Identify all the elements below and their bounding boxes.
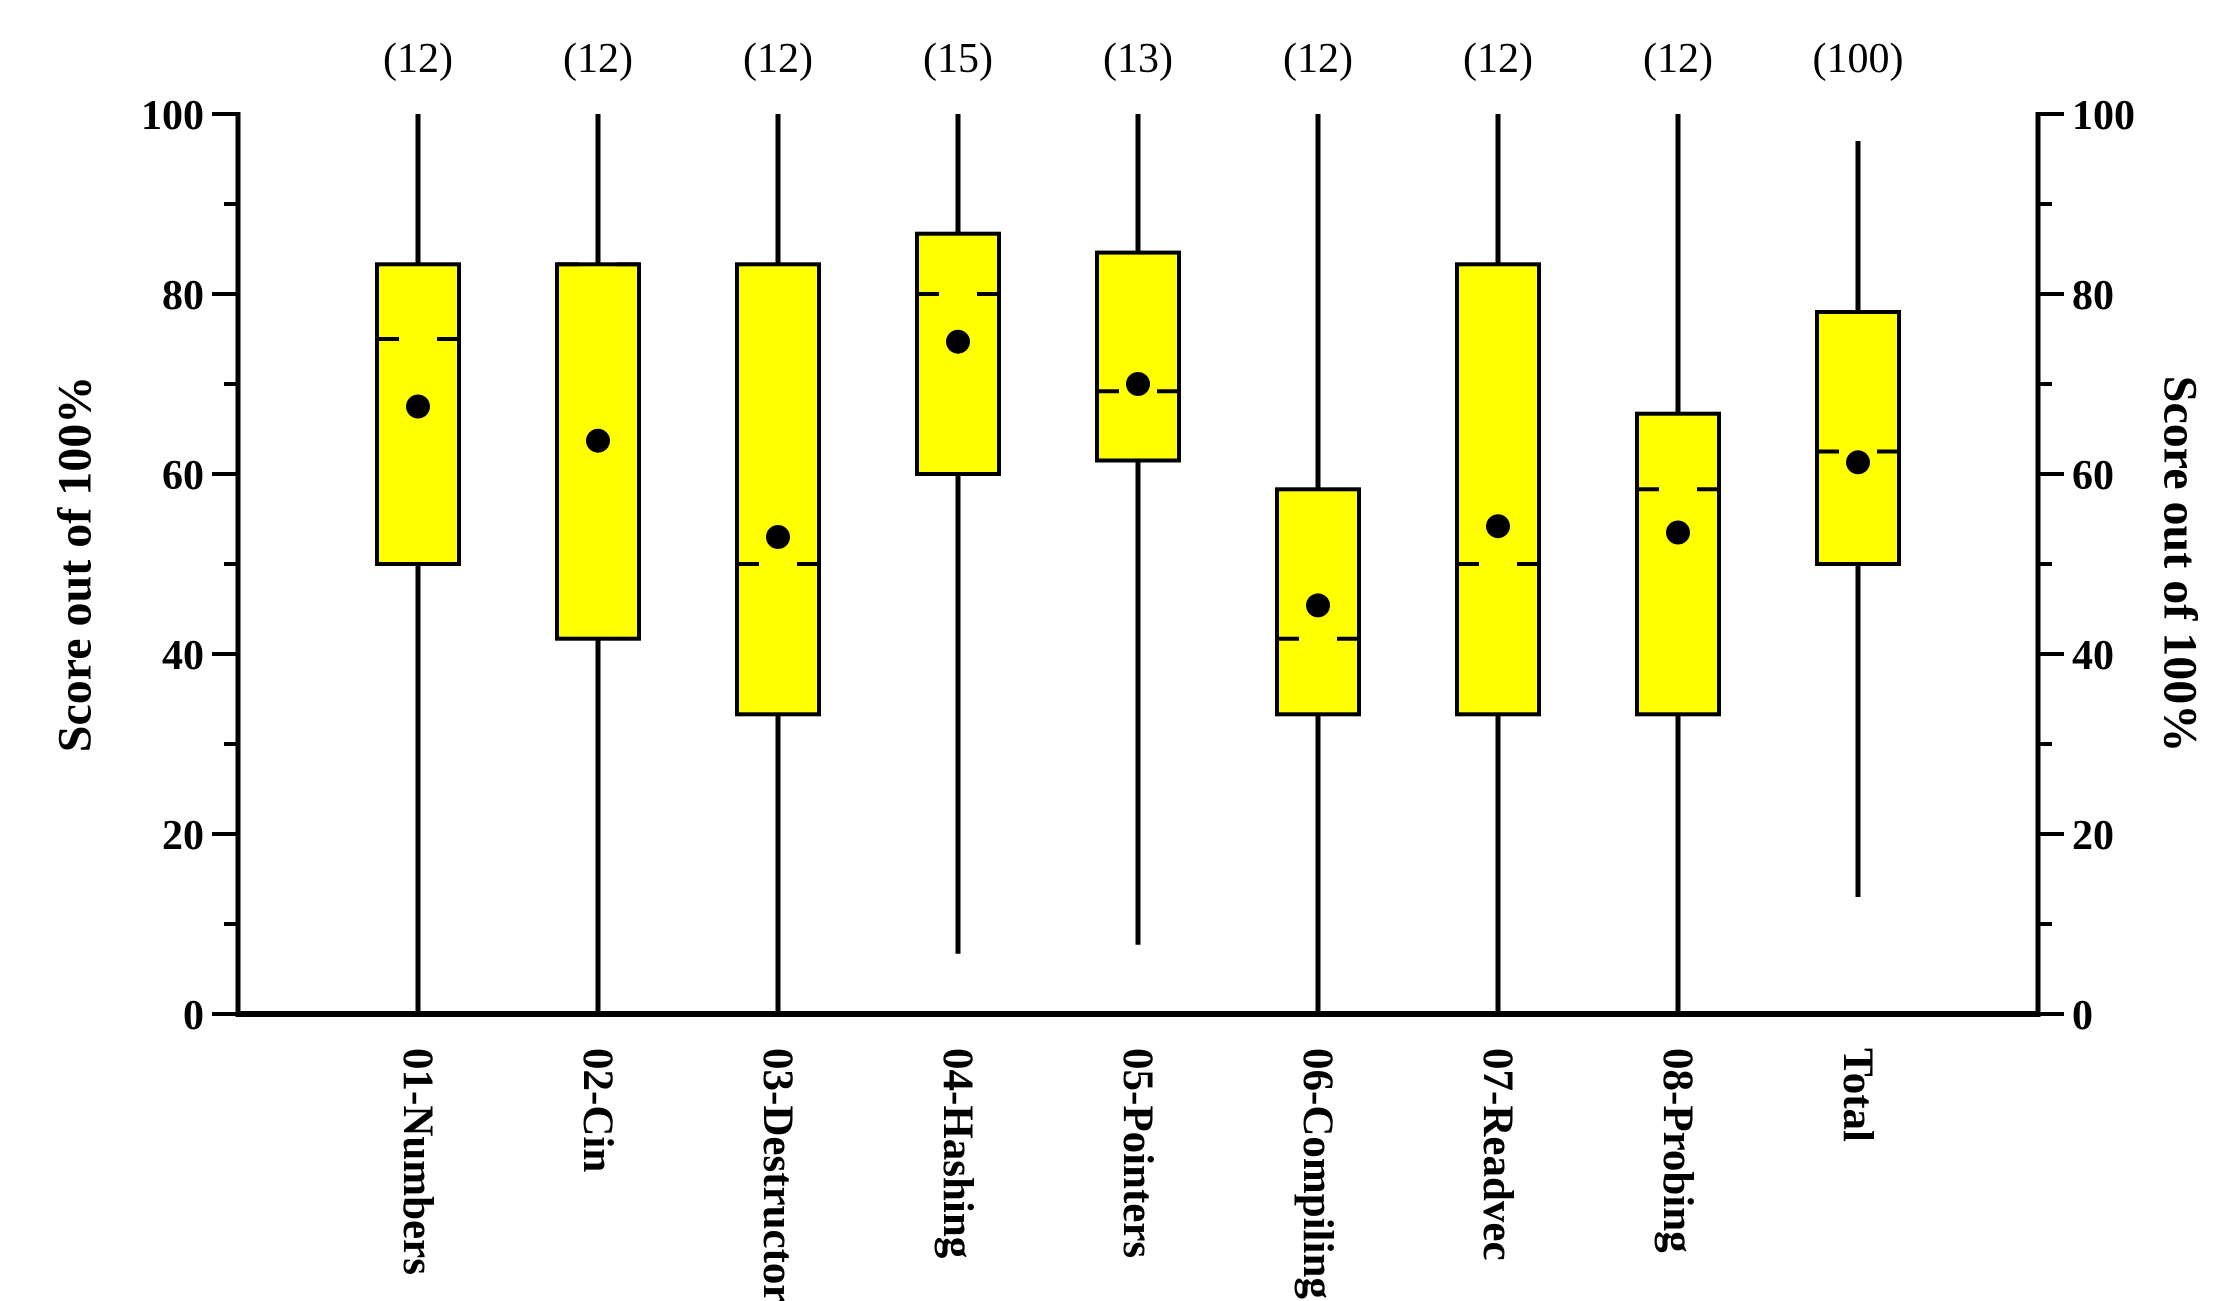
mean-dot bbox=[1846, 450, 1870, 475]
x-category-label: Total bbox=[1834, 1048, 1881, 1142]
count-label: (15) bbox=[923, 36, 993, 82]
x-category-label: 02-Cin bbox=[574, 1048, 621, 1172]
count-label: (12) bbox=[743, 36, 813, 82]
y-tick-label-left: 80 bbox=[162, 273, 204, 319]
x-category-label: 05-Pointers bbox=[1114, 1048, 1161, 1258]
box bbox=[1635, 411, 1721, 717]
x-category-label: 06-Compiling bbox=[1294, 1048, 1341, 1299]
count-label: (12) bbox=[563, 36, 633, 82]
box bbox=[1455, 262, 1541, 717]
mean-dot bbox=[406, 394, 430, 419]
y-tick-label-right: 0 bbox=[2072, 993, 2093, 1039]
y-tick-label-left: 40 bbox=[162, 633, 204, 679]
x-category-label: 07-Readvec bbox=[1474, 1048, 1521, 1261]
y-tick-label-right: 60 bbox=[2072, 453, 2114, 499]
y-tick-label-right: 40 bbox=[2072, 633, 2114, 679]
mean-dot bbox=[946, 329, 970, 354]
mean-dot bbox=[1126, 372, 1150, 396]
mean-dot bbox=[1666, 520, 1690, 545]
count-label: (100) bbox=[1813, 36, 1904, 82]
x-category-label: 03-Destructor bbox=[754, 1048, 801, 1301]
y-tick-label-right: 20 bbox=[2072, 813, 2114, 859]
y-tick-label-left: 60 bbox=[162, 453, 204, 499]
y-axis-title-right: Score out of 100% bbox=[2153, 375, 2207, 753]
y-axis-title-left: Score out of 100% bbox=[48, 375, 102, 753]
mean-dot bbox=[1306, 593, 1330, 618]
mean-dot bbox=[766, 525, 790, 549]
mean-dot bbox=[586, 428, 610, 453]
box bbox=[1815, 310, 1901, 566]
box bbox=[1095, 250, 1181, 463]
x-category-label: 08-Probing bbox=[1654, 1048, 1701, 1253]
mean-dot bbox=[1486, 514, 1510, 539]
box bbox=[735, 262, 821, 717]
count-label: (13) bbox=[1103, 36, 1173, 82]
y-tick-label-left: 100 bbox=[141, 93, 204, 139]
y-tick-label-left: 0 bbox=[183, 993, 204, 1039]
x-category-label: 04-Hashing bbox=[934, 1048, 981, 1259]
count-label: (12) bbox=[1643, 36, 1713, 82]
x-category-label: 01-Numbers bbox=[394, 1048, 441, 1275]
box bbox=[915, 231, 1001, 476]
y-tick-label-right: 80 bbox=[2072, 273, 2114, 319]
count-label: (12) bbox=[383, 36, 453, 82]
y-tick-label-right: 100 bbox=[2072, 93, 2135, 139]
count-label: (12) bbox=[1463, 36, 1533, 82]
y-tick-label-left: 20 bbox=[162, 813, 204, 859]
count-label: (12) bbox=[1283, 36, 1353, 82]
